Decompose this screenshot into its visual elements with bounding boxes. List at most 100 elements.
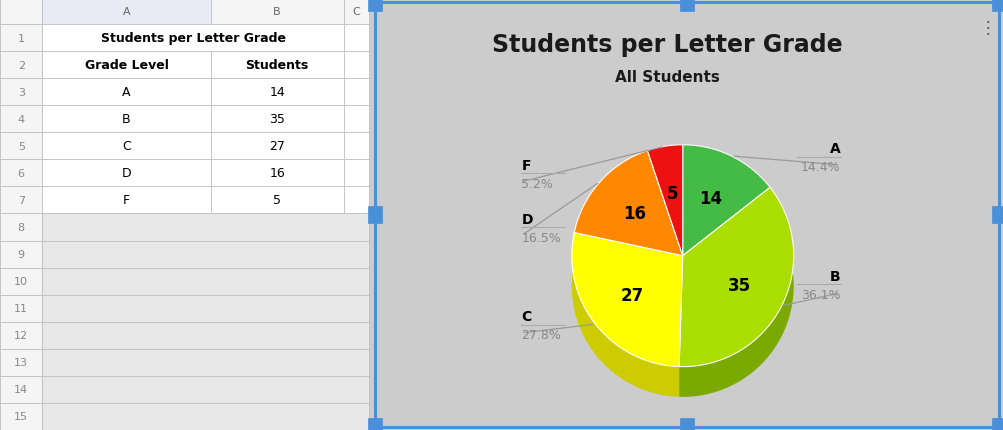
Bar: [42, 268, 369, 295]
Text: D: D: [121, 167, 131, 180]
Text: 14: 14: [14, 384, 28, 394]
Text: 2: 2: [18, 61, 25, 71]
Bar: [42, 187, 211, 214]
Text: B: B: [122, 113, 130, 126]
Text: 4: 4: [18, 114, 25, 124]
Text: A: A: [122, 86, 130, 99]
Bar: [42, 322, 369, 349]
Text: D: D: [521, 212, 533, 226]
Text: A: A: [829, 142, 840, 156]
Bar: [343, 52, 369, 79]
Text: 11: 11: [14, 304, 28, 313]
Bar: [42, 133, 211, 160]
Text: B: B: [829, 269, 840, 283]
Text: 27: 27: [269, 140, 285, 153]
Bar: [0, 349, 42, 376]
Bar: [211, 52, 343, 79]
Bar: [679, 418, 693, 430]
Bar: [343, 187, 369, 214]
Text: B: B: [273, 7, 281, 18]
Polygon shape: [574, 151, 682, 256]
Bar: [42, 349, 369, 376]
Text: 12: 12: [14, 331, 28, 341]
Bar: [211, 79, 343, 106]
Bar: [0, 295, 42, 322]
Text: Grade Level: Grade Level: [84, 59, 169, 72]
Text: 5: 5: [273, 194, 281, 207]
Bar: [991, 207, 1003, 223]
Text: 8: 8: [18, 222, 25, 233]
Bar: [0, 160, 42, 187]
Bar: [0, 0, 42, 25]
Bar: [42, 403, 369, 430]
Text: Students per Letter Grade: Students per Letter Grade: [491, 33, 843, 57]
Text: 27.8%: 27.8%: [521, 329, 561, 341]
Text: A: A: [122, 7, 130, 18]
Bar: [367, 418, 381, 430]
Bar: [343, 25, 369, 52]
Bar: [0, 133, 42, 160]
Polygon shape: [647, 145, 682, 256]
Text: 6: 6: [18, 169, 25, 178]
Bar: [0, 241, 42, 268]
Text: 16: 16: [269, 167, 285, 180]
Bar: [42, 106, 211, 133]
Text: 35: 35: [269, 113, 285, 126]
Polygon shape: [682, 145, 769, 256]
Polygon shape: [647, 145, 682, 181]
Bar: [991, 418, 1003, 430]
Polygon shape: [572, 233, 678, 397]
Text: 10: 10: [14, 276, 28, 286]
Text: C: C: [122, 140, 130, 153]
Bar: [0, 322, 42, 349]
Text: 35: 35: [727, 276, 750, 294]
Bar: [367, 0, 381, 12]
Bar: [211, 0, 343, 25]
Bar: [679, 0, 693, 12]
Bar: [42, 52, 211, 79]
Text: C: C: [521, 310, 531, 323]
Bar: [343, 79, 369, 106]
Bar: [0, 52, 42, 79]
Bar: [211, 187, 343, 214]
Bar: [211, 106, 343, 133]
Bar: [0, 376, 42, 403]
Polygon shape: [682, 145, 769, 218]
Text: 14.4%: 14.4%: [800, 161, 840, 174]
Text: 7: 7: [18, 196, 25, 206]
Bar: [0, 25, 42, 52]
Polygon shape: [678, 188, 792, 367]
Bar: [42, 0, 211, 25]
Bar: [0, 187, 42, 214]
Text: Students: Students: [246, 59, 308, 72]
Text: 5.2%: 5.2%: [521, 178, 553, 190]
Text: ⋮: ⋮: [979, 19, 995, 37]
Polygon shape: [574, 151, 647, 263]
Text: 5: 5: [666, 184, 677, 202]
Text: C: C: [352, 7, 360, 18]
Text: F: F: [521, 159, 531, 172]
Bar: [367, 207, 381, 223]
Text: 36.1%: 36.1%: [800, 288, 840, 301]
Text: 9: 9: [18, 249, 25, 259]
Bar: [42, 25, 343, 52]
Bar: [343, 133, 369, 160]
Text: F: F: [122, 194, 130, 207]
Bar: [42, 295, 369, 322]
Bar: [0, 214, 42, 241]
Bar: [42, 79, 211, 106]
Text: 27: 27: [620, 286, 643, 304]
Text: 14: 14: [269, 86, 285, 99]
Bar: [343, 0, 369, 25]
Text: 5: 5: [18, 141, 25, 151]
Text: 3: 3: [18, 87, 25, 98]
Text: 14: 14: [698, 190, 721, 208]
Polygon shape: [572, 243, 792, 330]
Bar: [343, 160, 369, 187]
Text: Students per Letter Grade: Students per Letter Grade: [100, 32, 285, 45]
Bar: [211, 133, 343, 160]
Bar: [42, 160, 211, 187]
Text: All Students: All Students: [615, 70, 719, 85]
Bar: [0, 79, 42, 106]
Bar: [42, 376, 369, 403]
